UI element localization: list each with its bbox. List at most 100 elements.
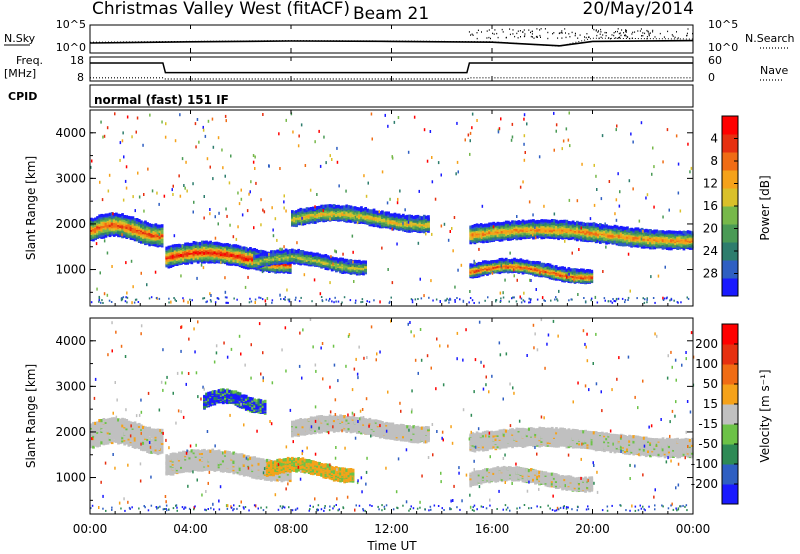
heatmap-cell xyxy=(286,265,290,269)
heatmap-cell xyxy=(617,231,621,235)
heatmap-cell xyxy=(391,217,395,221)
heatmap-cell xyxy=(486,265,489,269)
heatmap-cell xyxy=(318,262,321,266)
heatmap-cell xyxy=(596,234,600,238)
heatmap-cell xyxy=(393,219,397,223)
heatmap-cell xyxy=(255,255,259,259)
heatmap-cell xyxy=(490,228,493,232)
heatmap-cell xyxy=(288,258,292,262)
heatmap-cell xyxy=(186,251,189,255)
heatmap-cell xyxy=(484,260,487,264)
heatmap-cell xyxy=(131,228,135,232)
heatmap-cell xyxy=(360,266,363,270)
heatmap-cell xyxy=(94,228,97,232)
noise-spike xyxy=(520,36,521,38)
heatmap-cell xyxy=(217,251,221,255)
heatmap-cell xyxy=(590,234,594,238)
heatmap-cell xyxy=(605,241,608,245)
heatmap-cell xyxy=(663,234,667,238)
heatmap-cell xyxy=(135,220,139,224)
heatmap-cell xyxy=(567,233,571,237)
noise-spike xyxy=(687,28,689,30)
heatmap-cell xyxy=(224,257,227,261)
heatmap-cell xyxy=(557,230,560,234)
heatmap-cell xyxy=(119,231,122,235)
heatmap-cell xyxy=(370,209,374,213)
heatmap-cell xyxy=(611,227,615,231)
heatmap-cell xyxy=(215,243,219,247)
heatmap-cell xyxy=(479,267,483,271)
heatmap-cell xyxy=(192,248,196,252)
heatmap-cell xyxy=(295,258,298,262)
heatmap-cell xyxy=(230,262,233,266)
heatmap-cell xyxy=(475,236,479,240)
noise-spike xyxy=(654,36,656,38)
heatmap-cell xyxy=(297,261,300,265)
heatmap-cell xyxy=(301,250,305,254)
heatmap-cell xyxy=(605,232,608,236)
heatmap-cell xyxy=(201,240,204,244)
heatmap-cell xyxy=(278,266,282,270)
heatmap-cell xyxy=(133,234,137,238)
heatmap-cell xyxy=(110,232,114,236)
heatmap-cell xyxy=(576,223,579,227)
heatmap-cell xyxy=(160,226,164,230)
heatmap-cell xyxy=(102,231,106,235)
heatmap-cell xyxy=(140,234,143,238)
heatmap-cell xyxy=(592,229,596,233)
heatmap-cell xyxy=(372,208,376,212)
noise-spike xyxy=(599,33,601,35)
heatmap-cell xyxy=(160,243,164,247)
heatmap-cell xyxy=(550,234,554,238)
heatmap-cell xyxy=(196,250,200,254)
heatmap-cell xyxy=(320,213,323,217)
noise-spike xyxy=(496,32,498,35)
heatmap-cell xyxy=(326,267,330,271)
heatmap-cell xyxy=(311,212,315,216)
heatmap-cell xyxy=(383,222,386,226)
heatmap-cell xyxy=(297,248,300,253)
heatmap-cell xyxy=(230,255,233,260)
heatmap-cell xyxy=(337,258,340,262)
heatmap-cell xyxy=(523,236,527,240)
heatmap-cell xyxy=(186,242,189,246)
heatmap-cell xyxy=(408,229,411,233)
heatmap-cell xyxy=(362,260,365,264)
heatmap-cell xyxy=(561,222,564,226)
heatmap-cell xyxy=(469,263,473,267)
heatmap-cell xyxy=(282,266,286,270)
heatmap-cell xyxy=(314,252,317,256)
heatmap-cell xyxy=(486,239,489,243)
heatmap-cell xyxy=(477,224,481,228)
heatmap-cell xyxy=(150,236,154,240)
heatmap-cell xyxy=(507,233,510,238)
heatmap-cell xyxy=(576,238,579,242)
noise-spike xyxy=(600,28,602,31)
heatmap-cell xyxy=(362,208,365,212)
freq-tick-top: 18 xyxy=(70,54,84,67)
heatmap-cell xyxy=(90,226,93,230)
heatmap-cell xyxy=(636,232,640,236)
heatmap-cell xyxy=(209,240,212,244)
heatmap-cell xyxy=(117,234,120,238)
heatmap-cell xyxy=(249,247,252,251)
heatmap-cell xyxy=(613,231,617,235)
heatmap-cell xyxy=(335,265,338,270)
noise-left-tick-bottom: 10^0 xyxy=(56,41,86,54)
heatmap-cell xyxy=(270,253,273,257)
heatmap-cell xyxy=(611,234,615,238)
heatmap-cell xyxy=(376,210,380,214)
heatmap-cell xyxy=(590,224,594,228)
heatmap-cell xyxy=(374,223,378,227)
heatmap-cell xyxy=(414,215,418,219)
heatmap-cell xyxy=(219,255,223,259)
heatmap-cell xyxy=(142,230,145,234)
heatmap-cell xyxy=(316,214,319,218)
heatmap-cell xyxy=(337,215,340,219)
nave-tick-bottom: 0 xyxy=(708,71,715,84)
noise-spike xyxy=(616,30,618,33)
heatmap-cell xyxy=(507,226,510,230)
heatmap-cell xyxy=(494,268,498,272)
heatmap-cell xyxy=(471,235,475,239)
heatmap-cell xyxy=(154,223,158,227)
